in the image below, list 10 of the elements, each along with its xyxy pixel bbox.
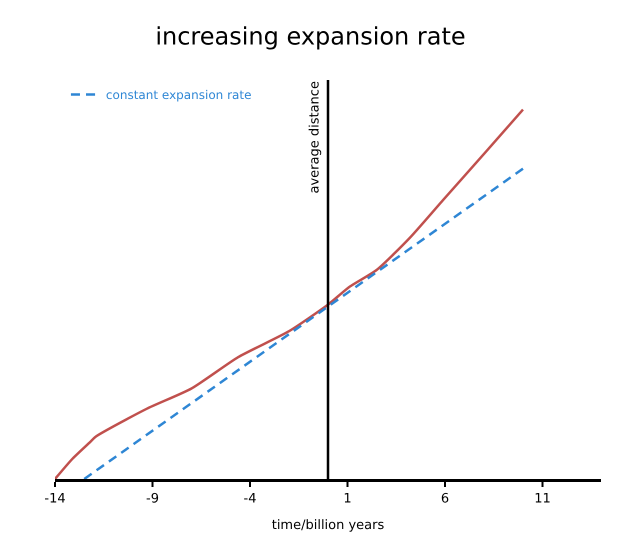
x-tick-label: 1: [343, 491, 352, 506]
x-axis-title: time/billion years: [272, 518, 384, 533]
x-tick-label: -9: [146, 491, 159, 506]
legend-label: constant expansion rate: [106, 88, 252, 102]
ref-line-label: average distance: [308, 81, 322, 194]
x-tick-label: -4: [244, 491, 256, 506]
x-tick-label: -14: [44, 491, 66, 506]
chart-title: increasing expansion rate: [155, 22, 466, 50]
x-tick-label: 6: [440, 491, 450, 506]
x-tick-label: 11: [534, 491, 551, 506]
